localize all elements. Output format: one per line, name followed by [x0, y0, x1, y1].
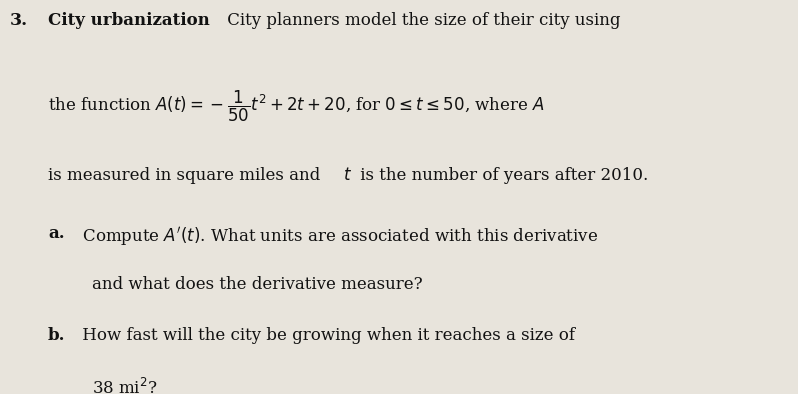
Text: is the number of years after 2010.: is the number of years after 2010. — [355, 167, 648, 184]
Text: the function $A(t) = -\dfrac{1}{50}t^2 + 2t + 20$, for $0 \leq t \leq 50$, where: the function $A(t) = -\dfrac{1}{50}t^2 +… — [48, 89, 544, 124]
Text: 38 mi$^2$?: 38 mi$^2$? — [92, 378, 157, 394]
Text: is measured in square miles and: is measured in square miles and — [48, 167, 326, 184]
Text: 3.: 3. — [10, 12, 28, 29]
Text: and what does the derivative measure?: and what does the derivative measure? — [92, 276, 422, 293]
Text: City planners model the size of their city using: City planners model the size of their ci… — [222, 12, 620, 29]
Text: $t$: $t$ — [343, 167, 352, 184]
Text: How fast will the city be growing when it reaches a size of: How fast will the city be growing when i… — [77, 327, 575, 344]
Text: Compute $A'(t)$. What units are associated with this derivative: Compute $A'(t)$. What units are associat… — [77, 225, 598, 247]
Text: b.: b. — [48, 327, 65, 344]
Text: City urbanization: City urbanization — [48, 12, 210, 29]
Text: a.: a. — [48, 225, 65, 242]
